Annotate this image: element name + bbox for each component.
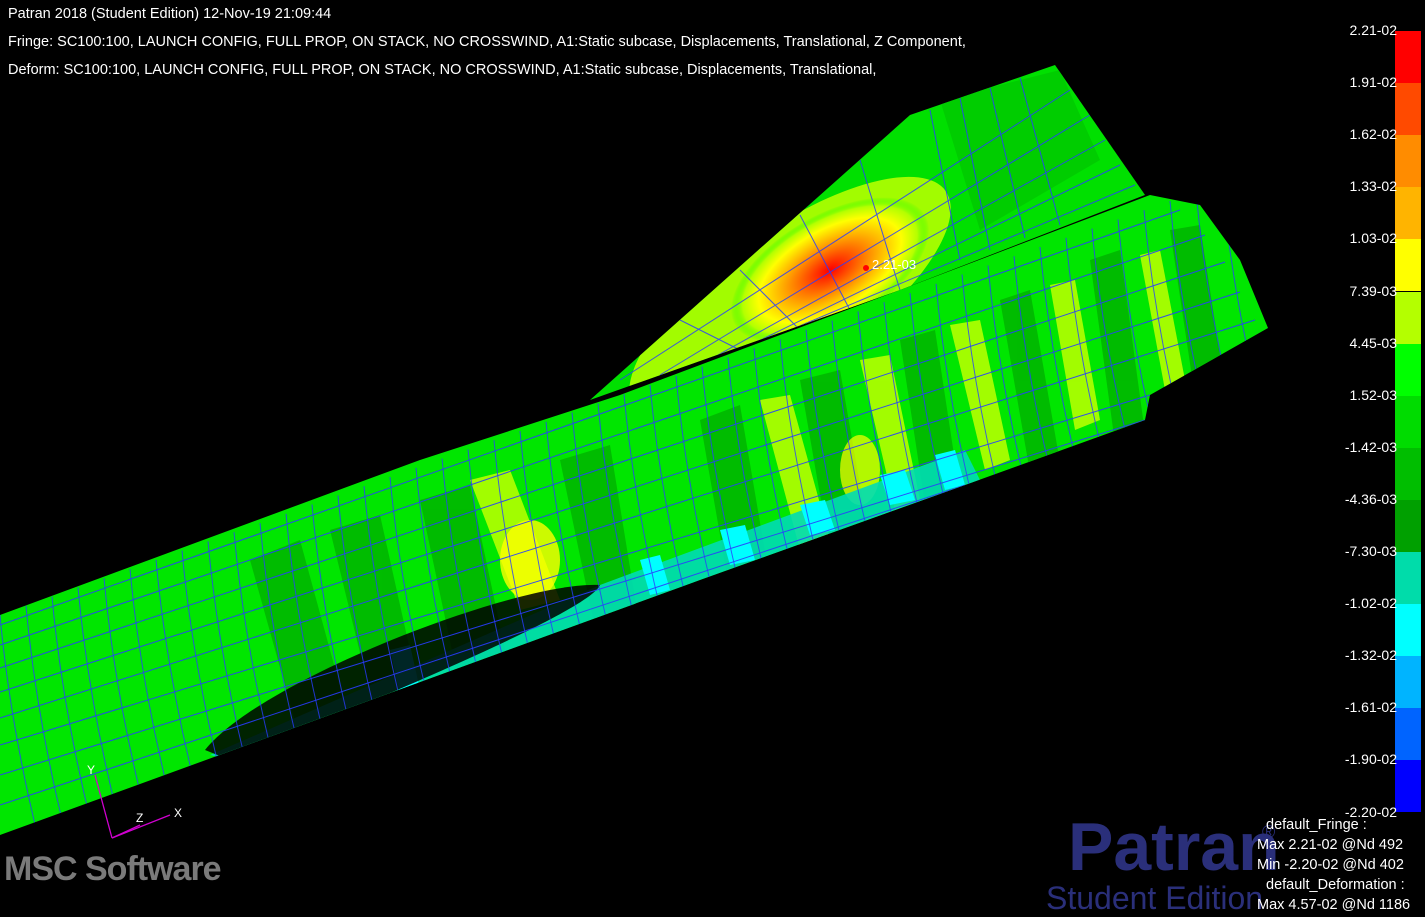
mesh-line: [649, 384, 691, 616]
mesh-line: [77, 587, 119, 818]
axis-x-label: X: [174, 806, 182, 820]
legend-swatch: [1395, 239, 1421, 292]
axis-triad: [94, 774, 171, 839]
mesh-line: [233, 532, 275, 763]
mesh-line: [831, 320, 873, 551]
deform-summary-max: Max 4.57-02 @Nd 1186: [1257, 897, 1411, 913]
legend-swatch: [1395, 135, 1421, 188]
legend-value-label: -2.20-02: [1344, 803, 1397, 820]
legend-swatch: [1395, 604, 1421, 657]
mesh-line: [181, 550, 223, 781]
student-edition-watermark: Student Edition: [1046, 880, 1264, 916]
launch-vehicle-body: [0, 195, 1268, 835]
registered-mark-icon: ®: [1262, 822, 1276, 842]
mesh-line: [363, 486, 405, 717]
legend-swatch: [1395, 83, 1421, 136]
mesh-line: [311, 504, 353, 735]
msc-software-logo: MSC Software: [4, 850, 222, 888]
mesh-line: [779, 338, 821, 570]
legend-swatch: [1395, 760, 1421, 813]
legend-value-label: -4.36-03: [1344, 490, 1397, 507]
mesh-line: [675, 375, 717, 606]
mesh-line: [389, 476, 431, 708]
mesh-line: [467, 449, 509, 680]
legend-value-label: -1.02-02: [1344, 595, 1397, 612]
legend-swatch: [1395, 343, 1421, 396]
mesh-line: [285, 513, 327, 744]
deform-description: Deform: SC100:100, LAUNCH CONFIG, FULL P…: [8, 62, 877, 78]
mesh-line: [493, 440, 535, 671]
legend-value-label: -1.32-02: [1344, 647, 1397, 664]
viewport-title: Patran 2018 (Student Edition) 12-Nov-19 …: [8, 6, 332, 22]
fringe-summary-title: default_Fringe :: [1266, 817, 1367, 833]
legend-value-label: -1.90-02: [1344, 751, 1397, 768]
legend-swatch: [1395, 552, 1421, 605]
fringe-description: Fringe: SC100:100, LAUNCH CONFIG, FULL P…: [8, 34, 966, 50]
mesh-line: [753, 348, 795, 579]
mesh-line: [857, 311, 899, 542]
mesh-line: [129, 568, 171, 800]
axis-y-label: Y: [87, 763, 95, 777]
axis-z-label: Z: [136, 811, 143, 825]
legend-swatch: [1395, 187, 1421, 240]
mesh-line: [207, 541, 249, 772]
legend-value-label: 7.39-03: [1349, 282, 1397, 299]
legend-value-label: 1.52-03: [1349, 386, 1397, 403]
mesh-line: [545, 421, 587, 652]
mesh-line: [0, 614, 41, 835]
fringe-color-bar: [1395, 31, 1421, 813]
deform-summary-title: default_Deformation :: [1266, 877, 1405, 893]
legend-swatch: [1395, 447, 1421, 500]
patran-watermark: Patran: [1068, 809, 1280, 885]
legend-value-label: 2.21-02: [1349, 22, 1397, 38]
mesh-line: [597, 403, 639, 634]
legend-value-label: 1.62-02: [1349, 126, 1397, 143]
legend-value-label: -1.42-03: [1344, 438, 1397, 455]
mesh-line: [155, 559, 197, 790]
mesh-line: [259, 522, 301, 754]
mesh-line: [727, 357, 769, 588]
max-node-marker: [863, 265, 869, 271]
mesh-line: [415, 467, 457, 698]
legend-swatch: [1395, 499, 1421, 552]
mesh-line: [701, 366, 743, 597]
legend-swatch: [1395, 708, 1421, 761]
legend-swatch: [1395, 656, 1421, 709]
mesh-line: [441, 458, 483, 689]
legend-swatch: [1395, 291, 1421, 344]
mesh-line: [571, 412, 613, 643]
legend-swatch: [1395, 395, 1421, 448]
fringe-summary-max: Max 2.21-02 @Nd 492: [1257, 837, 1404, 853]
mesh-line: [51, 596, 93, 827]
mesh-line: [805, 329, 847, 560]
legend-value-label: -1.61-02: [1344, 699, 1397, 716]
max-node-label: 2.21-03: [872, 257, 916, 272]
legend-value-label: -7.30-03: [1344, 543, 1397, 559]
mesh-line: [25, 605, 67, 835]
legend-value-label: 1.03-02: [1349, 230, 1397, 247]
mesh-line: [519, 430, 561, 662]
legend-swatch: [1395, 31, 1421, 84]
legend-value-label: 4.45-03: [1349, 334, 1397, 351]
mesh-line: [103, 578, 145, 809]
mesh-line: [337, 495, 379, 726]
mesh-line: [623, 394, 665, 625]
legend-value-label: 1.33-02: [1349, 178, 1397, 195]
fringe-summary-min: Min -2.20-02 @Nd 402: [1257, 857, 1404, 873]
legend-value-label: 1.91-02: [1349, 74, 1397, 91]
